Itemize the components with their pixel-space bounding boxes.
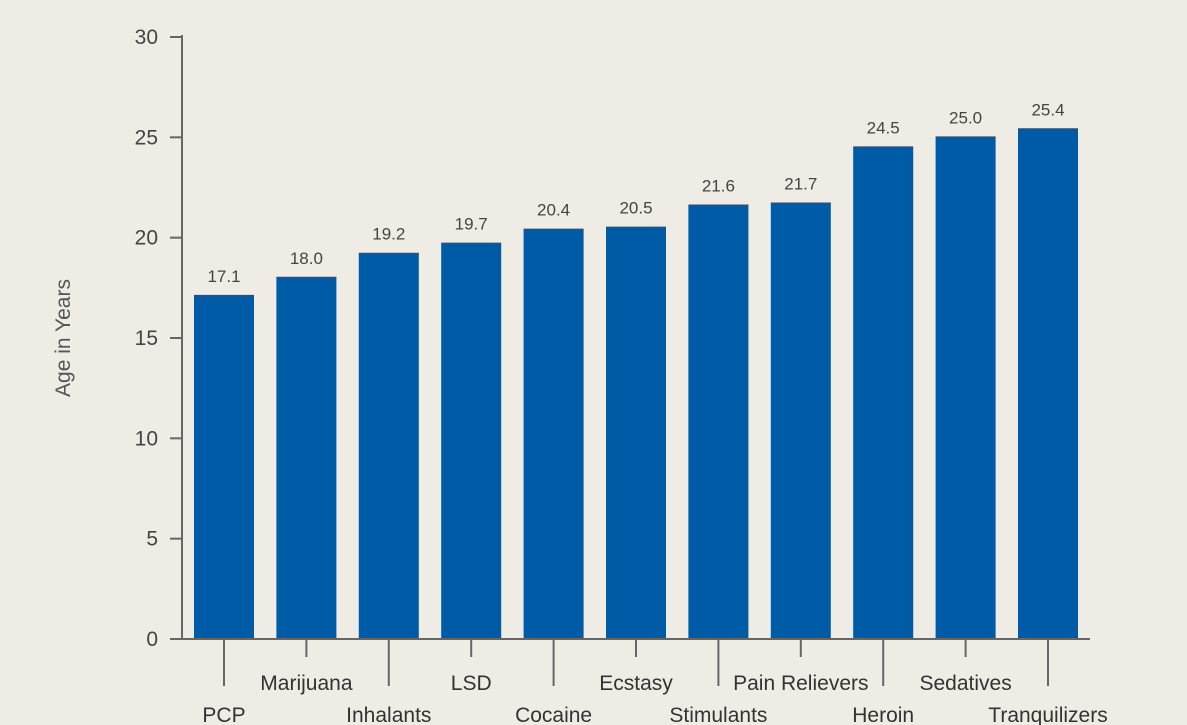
- x-category-label: Ecstasy: [599, 672, 673, 695]
- y-axis: 0 5 10 15 20 25 30: [135, 26, 183, 651]
- y-tick-label: 5: [146, 528, 158, 551]
- bar: [1018, 129, 1078, 639]
- bar-value-label: 25.0: [949, 108, 982, 127]
- x-category-label: Heroin: [852, 704, 914, 725]
- bar-value-label: 18.0: [290, 249, 323, 268]
- y-tick-label: 15: [135, 327, 158, 350]
- y-axis-label: Age in Years: [52, 279, 75, 397]
- bar: [770, 203, 831, 639]
- bar: [441, 243, 502, 640]
- bar: [276, 277, 337, 639]
- bar: [194, 295, 254, 639]
- x-category-label: Marijuana: [260, 672, 353, 695]
- bar-value-label: 24.5: [867, 118, 900, 137]
- bar-value-label: 19.2: [372, 225, 405, 244]
- x-category-label: Pain Relievers: [733, 672, 868, 695]
- bar-value-label: 17.1: [207, 267, 240, 286]
- bar: [523, 229, 584, 639]
- x-category-label: Cocaine: [515, 704, 592, 725]
- bar-value-label: 25.4: [1031, 100, 1064, 119]
- y-tick-label: 0: [146, 628, 158, 651]
- bar-value-label: 20.5: [619, 199, 652, 218]
- bar-value-label: 19.7: [455, 215, 488, 234]
- x-category-label: LSD: [451, 672, 492, 695]
- bar: [853, 147, 914, 639]
- bar-value-label: 21.6: [702, 177, 735, 196]
- bar: [935, 137, 996, 640]
- bars: [194, 128, 1078, 640]
- x-category-label: Tranquilizers: [988, 704, 1107, 725]
- y-tick-label: 10: [135, 427, 158, 450]
- x-category-label: Sedatives: [919, 672, 1011, 695]
- bar-value-label: 20.4: [537, 201, 570, 220]
- bar: [358, 253, 419, 639]
- value-labels: 17.1 18.0 19.2 19.7 20.4 20.5 21.6 21.7 24.5 25.0…: [207, 100, 1064, 286]
- x-category-label: Inhalants: [346, 704, 431, 725]
- x-category-label: Stimulants: [669, 704, 767, 725]
- y-tick-label: 25: [135, 126, 158, 149]
- bar: [606, 227, 666, 639]
- category-labels: PCP Marijuana Inhalants LSD Cocaine Ecstasy St…: [202, 672, 1107, 725]
- y-tick-label: 30: [135, 26, 158, 49]
- x-category-label: PCP: [202, 704, 245, 725]
- x-axis: [170, 638, 1090, 686]
- bar-value-label: 21.7: [784, 175, 817, 194]
- bar: [688, 205, 749, 639]
- y-tick-label: 20: [135, 227, 158, 250]
